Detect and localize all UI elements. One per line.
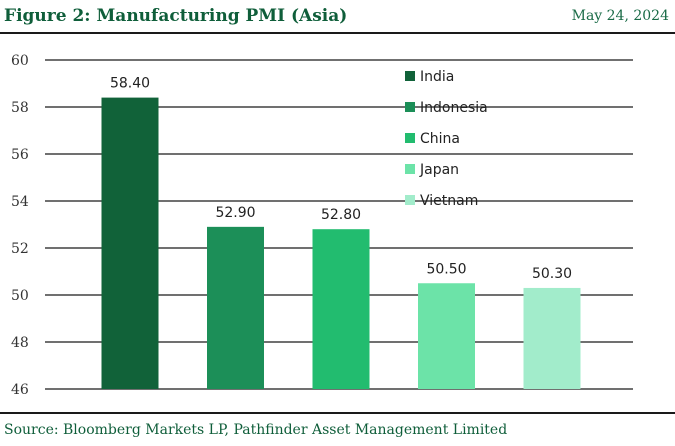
y-tick-label: 58 bbox=[11, 100, 29, 116]
legend-label-india: India bbox=[420, 69, 454, 85]
y-axis-ticks: 46 48 50 52 54 56 58 60 bbox=[11, 53, 29, 398]
footer-divider bbox=[0, 412, 675, 414]
header-divider bbox=[0, 32, 675, 34]
data-label-india: 58.40 bbox=[110, 76, 150, 92]
legend-swatch-indonesia bbox=[405, 102, 415, 112]
data-label-china: 52.80 bbox=[321, 207, 361, 223]
source-note: Source: Bloomberg Markets LP, Pathfinder… bbox=[4, 422, 508, 438]
legend-label-vietnam: Vietnam bbox=[420, 193, 478, 209]
y-tick-label: 46 bbox=[11, 382, 29, 398]
y-tick-label: 56 bbox=[11, 147, 29, 163]
y-tick-label: 50 bbox=[11, 288, 29, 304]
bar-india bbox=[101, 97, 159, 389]
data-label-vietnam: 50.30 bbox=[532, 266, 572, 282]
y-tick-label: 52 bbox=[11, 241, 29, 257]
bar-japan bbox=[418, 283, 475, 389]
legend-swatch-japan bbox=[405, 164, 415, 174]
chart-title: Figure 2: Manufacturing PMI (Asia) bbox=[4, 6, 348, 26]
y-tick-label: 48 bbox=[11, 335, 29, 351]
legend-swatch-vietnam bbox=[405, 195, 415, 205]
bars bbox=[101, 97, 581, 389]
chart-header: Figure 2: Manufacturing PMI (Asia) May 2… bbox=[0, 0, 675, 34]
legend: India Indonesia China Japan Vietnam bbox=[405, 69, 488, 209]
legend-label-china: China bbox=[420, 131, 460, 147]
data-label-japan: 50.50 bbox=[426, 261, 466, 277]
y-tick-label: 54 bbox=[11, 194, 29, 210]
bar-vietnam bbox=[523, 287, 581, 389]
legend-swatch-india bbox=[405, 71, 415, 81]
bar-china bbox=[312, 229, 370, 389]
legend-label-indonesia: Indonesia bbox=[420, 100, 488, 116]
legend-swatch-china bbox=[405, 133, 415, 143]
bar-indonesia bbox=[207, 226, 264, 389]
y-tick-label: 60 bbox=[11, 53, 29, 69]
data-labels: 58.40 52.90 52.80 50.50 50.30 bbox=[110, 76, 572, 282]
data-label-indonesia: 52.90 bbox=[215, 205, 255, 221]
report-date: May 24, 2024 bbox=[571, 8, 669, 24]
bar-chart: 46 48 50 52 54 56 58 60 58.40 52.90 52.80 50.50 50.… bbox=[11, 53, 633, 398]
legend-label-japan: Japan bbox=[419, 162, 459, 178]
